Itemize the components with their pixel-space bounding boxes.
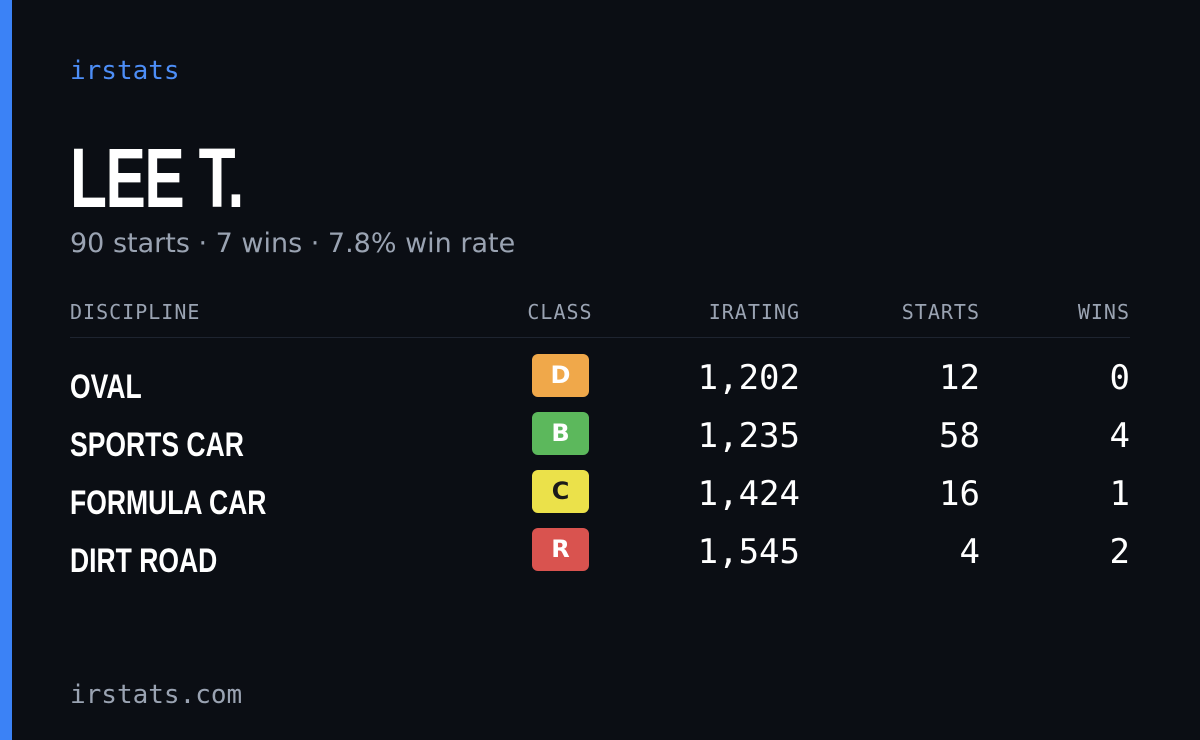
table-row: DIRT ROAD R 1,545 4 2	[70, 528, 1130, 590]
table-header: DISCIPLINE CLASS IRATING STARTS WINS	[70, 300, 1130, 338]
starts: 16	[939, 474, 980, 514]
irating: 1,202	[697, 358, 800, 398]
class-badge: R	[532, 528, 589, 571]
class-badge: C	[532, 470, 589, 513]
wins: 1	[1109, 474, 1130, 514]
class-badge: B	[532, 412, 589, 455]
irating: 1,545	[697, 532, 800, 572]
brand: irstats	[70, 56, 180, 86]
column-header: CLASS	[527, 300, 593, 324]
discipline: FORMULA CAR	[70, 484, 267, 522]
driver-name: LEE T.	[70, 131, 244, 225]
discipline: SPORTS CAR	[70, 426, 244, 464]
wins: 2	[1109, 532, 1130, 572]
starts: 4	[959, 532, 980, 572]
wins: 4	[1109, 416, 1130, 456]
footer-url: irstats.com	[70, 680, 243, 710]
irating: 1,235	[697, 416, 800, 456]
discipline: DIRT ROAD	[70, 542, 218, 580]
summary: 90 starts · 7 wins · 7.8% win rate	[70, 228, 516, 259]
table-row: FORMULA CAR C 1,424 16 1	[70, 470, 1130, 532]
class-badge: D	[532, 354, 589, 397]
column-header: IRATING	[708, 300, 800, 324]
table-row: SPORTS CAR B 1,235 58 4	[70, 412, 1130, 474]
accent-bar	[0, 0, 12, 740]
column-header: STARTS	[901, 300, 980, 324]
irating: 1,424	[697, 474, 800, 514]
column-header: WINS	[1077, 300, 1130, 324]
wins: 0	[1109, 358, 1130, 398]
starts: 58	[939, 416, 980, 456]
column-header: DISCIPLINE	[70, 300, 201, 324]
starts: 12	[939, 358, 980, 398]
discipline: OVAL	[70, 368, 142, 406]
table-row: OVAL D 1,202 12 0	[70, 354, 1130, 416]
